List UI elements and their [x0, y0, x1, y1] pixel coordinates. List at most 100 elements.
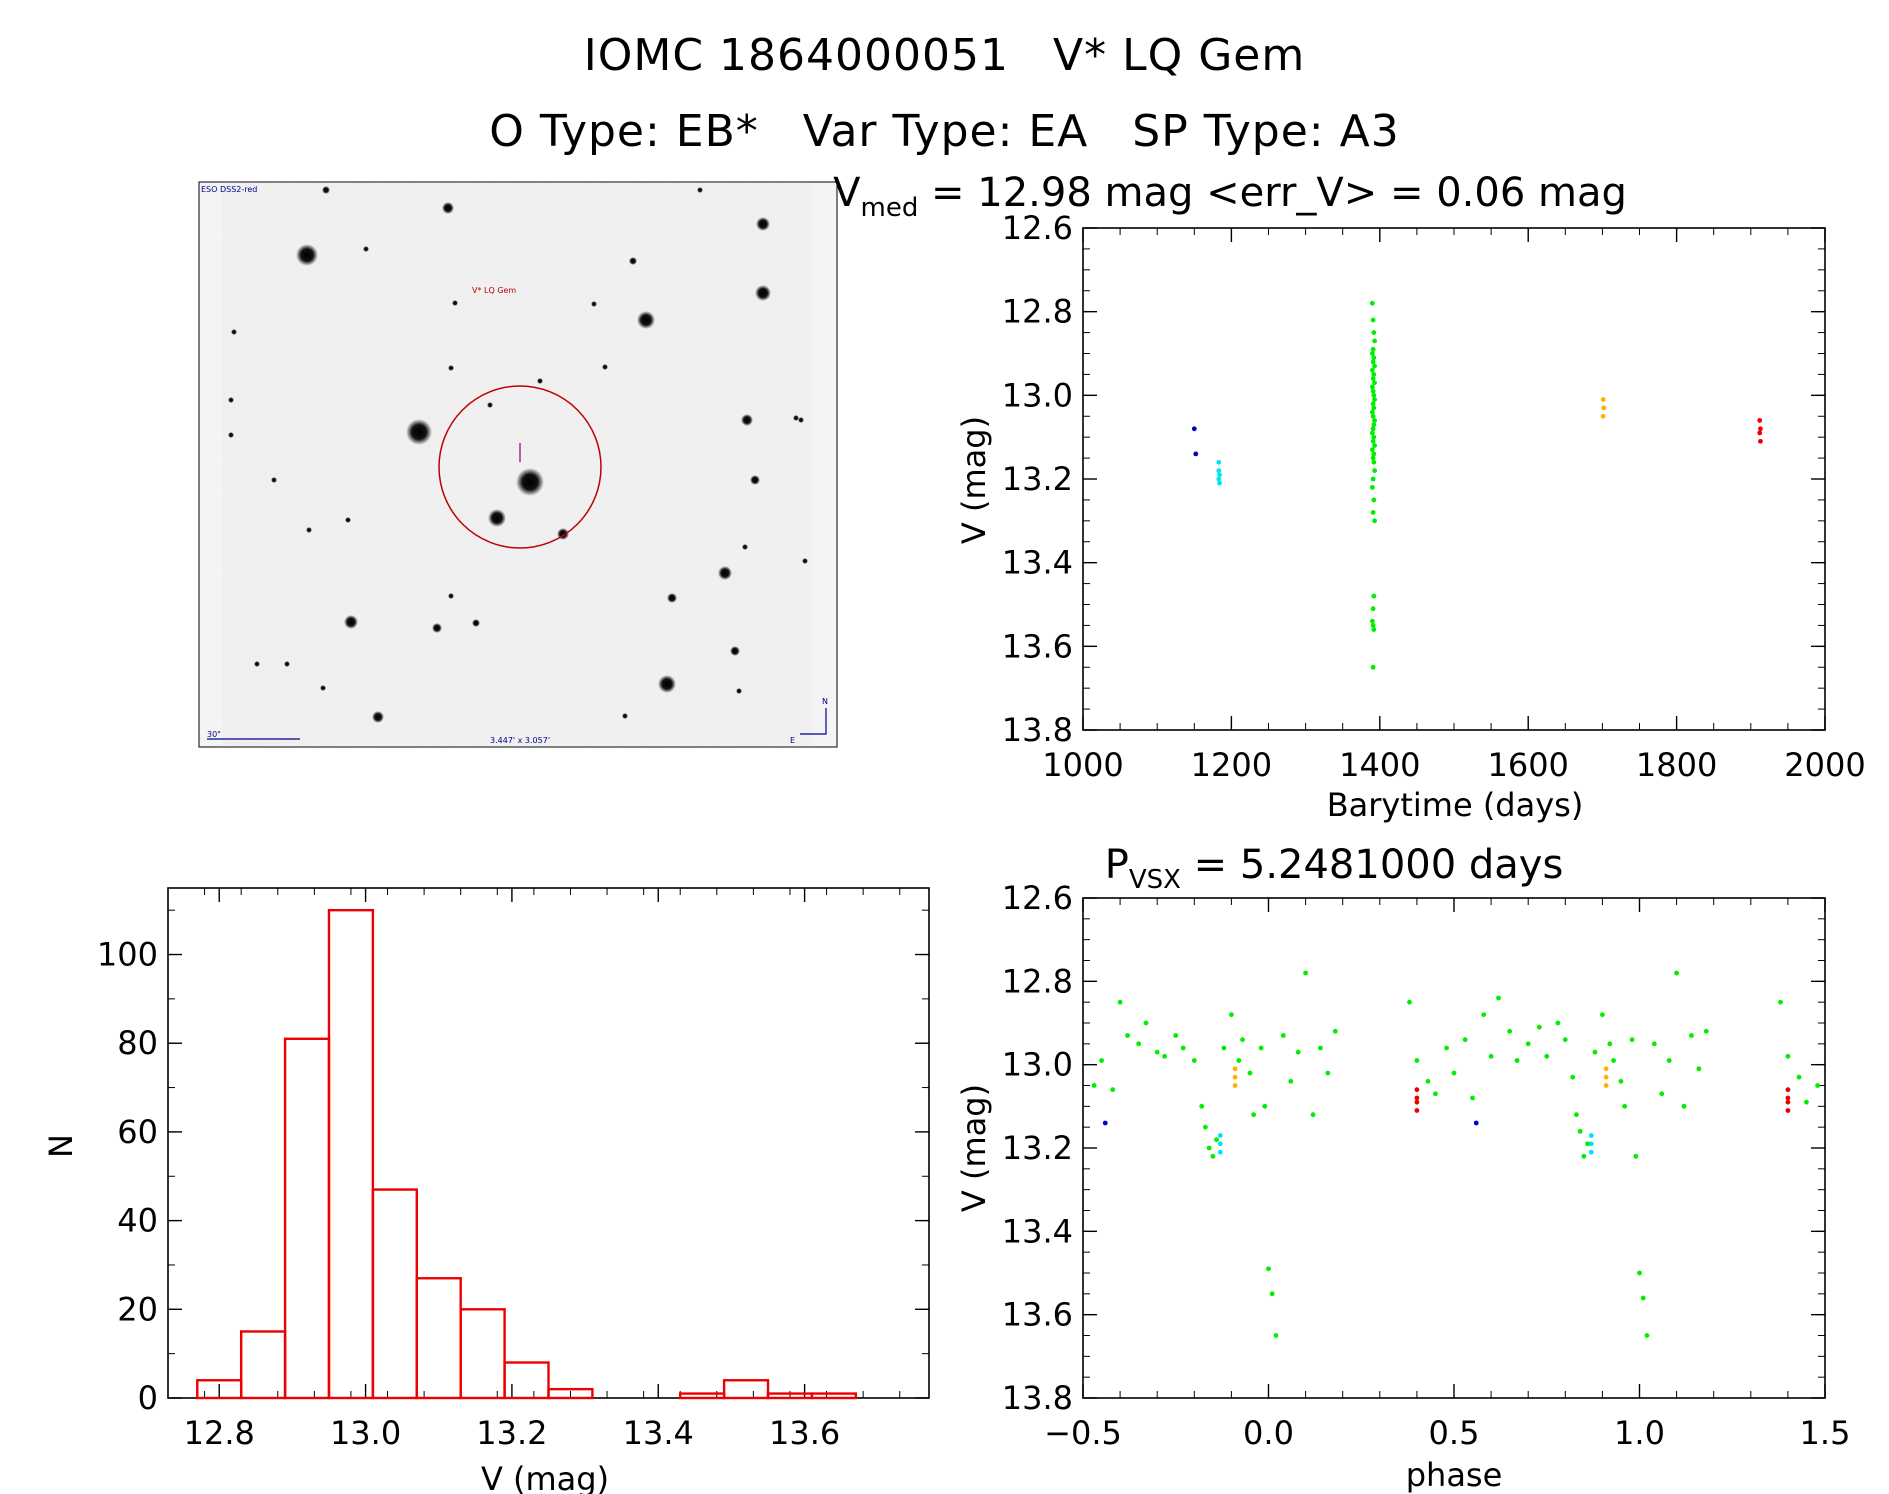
light-curve-plot: Vmed = 12.98 mag <err_V> = 0.06 mag 1000… [833, 170, 1866, 824]
light-curve-point-season3 [1370, 346, 1376, 352]
light-curve-point-season3 [1372, 397, 1378, 402]
phase-point-season5 [1785, 1087, 1791, 1093]
phase-point-season3 [1407, 999, 1412, 1005]
light-curve-ylabel: V (mag) [955, 416, 993, 544]
phase-point-season3 [1191, 1058, 1197, 1063]
light-curve-point-season3 [1371, 392, 1377, 398]
star-icon [228, 397, 234, 403]
light-curve-point-season4 [1600, 397, 1606, 402]
star-icon [798, 417, 804, 423]
phase-point-season3 [1295, 1049, 1301, 1055]
light-curve-point-season3 [1372, 418, 1378, 423]
phase-point-season3 [1633, 1153, 1639, 1159]
light-curve-point-season3 [1370, 510, 1376, 515]
phase-point-season3 [1143, 1020, 1149, 1026]
phase-point-season3 [1689, 1033, 1694, 1038]
phase-point-season3 [1332, 1028, 1338, 1034]
light-curve-point-season4 [1601, 405, 1607, 411]
star-icon [755, 285, 771, 301]
phase-point-season3 [1236, 1058, 1242, 1063]
phase-point-season3 [1815, 1083, 1820, 1088]
star-icon [602, 364, 608, 370]
light-curve-point-season3 [1369, 430, 1375, 436]
light-curve-point-season2 [1216, 476, 1222, 482]
star-icon [741, 414, 753, 426]
light-curve-point-season5 [1758, 426, 1763, 432]
light-curve-xtick-label: 1600 [1487, 746, 1568, 784]
object-title: IOMC 1864000051 V* LQ Gem [0, 30, 1889, 81]
target-label: V* LQ Gem [472, 286, 516, 295]
phase-point-season3 [1555, 1020, 1561, 1026]
star-icon [363, 246, 369, 252]
star-icon [488, 509, 506, 527]
light-curve-point-season3 [1369, 300, 1375, 306]
star-icon [697, 187, 703, 193]
star-icon [406, 419, 432, 445]
light-curve-point-season3 [1371, 355, 1377, 361]
light-curve-ytick-label: 13.8 [1002, 711, 1073, 749]
star-name: V* LQ Gem [1052, 30, 1306, 81]
phase-point-season4 [1603, 1083, 1609, 1088]
phase-point-season3 [1796, 1074, 1802, 1080]
light-curve-point-season3 [1371, 330, 1377, 335]
star-icon [472, 619, 480, 627]
phase-point-season3 [1206, 1145, 1212, 1151]
histogram-ytick-label: 40 [117, 1202, 158, 1240]
light-curve-point-season3 [1370, 359, 1376, 365]
target-circle [438, 385, 602, 549]
phase-point-season3 [1251, 1112, 1257, 1118]
light-curve-point-season1 [1193, 451, 1199, 457]
histogram-xtick-label: 13.2 [476, 1414, 547, 1452]
star-icon [344, 615, 358, 629]
star-icon [730, 646, 740, 656]
phase-point-season3 [1681, 1103, 1687, 1109]
phase-point-season3 [1173, 1033, 1179, 1038]
field-size-label: 3.447' x 3.057' [490, 736, 550, 745]
light-curve-point-season5 [1758, 438, 1763, 444]
phase-point-season3 [1451, 1070, 1457, 1076]
finder-chart: V* LQ Gem ESO DSS2-red 30" 3.447' x 3.05… [198, 181, 838, 748]
phase-point-season5 [1414, 1087, 1420, 1093]
histogram-ytick-label: 80 [117, 1024, 158, 1062]
phase-point-season3 [1577, 1128, 1583, 1134]
phase-point-season3 [1644, 1333, 1650, 1338]
light-curve-point-season5 [1757, 418, 1763, 423]
phase-ytick-label: 12.6 [1002, 879, 1073, 917]
phase-title: PVSX = 5.2481000 days [1105, 842, 1564, 895]
light-curve-point-season3 [1371, 434, 1377, 440]
star-icon [228, 432, 234, 438]
histogram-bar [503, 1361, 550, 1400]
phase-point-season3 [1280, 1033, 1286, 1038]
phase-point-season3 [1544, 1053, 1550, 1059]
star-icon [637, 311, 655, 329]
star-icon [452, 300, 458, 306]
phase-point-season3 [1703, 1028, 1709, 1034]
phase-point-season2 [1588, 1141, 1594, 1147]
phase-point-season3 [1258, 1045, 1264, 1051]
light-curve-point-season3 [1370, 476, 1376, 482]
phase-ytick-label: 13.2 [1002, 1129, 1073, 1167]
light-curve-point-season3 [1372, 468, 1378, 474]
light-curve-point-season2 [1217, 472, 1222, 478]
phase-point-season3 [1622, 1103, 1628, 1109]
light-curve-point-season3 [1371, 372, 1377, 377]
light-curve-ytick-label: 12.6 [1002, 209, 1073, 247]
phase-point-season3 [1592, 1049, 1598, 1055]
phase-point-season3 [1266, 1266, 1271, 1272]
object-id: IOMC 1864000051 [583, 30, 1009, 81]
light-curve-ytick-label: 12.8 [1002, 293, 1073, 331]
histogram-xtick-label: 13.6 [769, 1414, 840, 1452]
star-icon [756, 217, 770, 231]
light-curve-point-season3 [1370, 413, 1376, 419]
light-curve-point-season3 [1371, 422, 1377, 428]
star-icon [448, 365, 454, 371]
phase-point-season4 [1232, 1074, 1238, 1080]
phase-point-season3 [1162, 1053, 1168, 1059]
phase-point-season3 [1778, 999, 1783, 1005]
phase-point-season5 [1785, 1095, 1791, 1101]
phase-point-season5 [1785, 1108, 1791, 1113]
histogram-xtick-label: 12.8 [184, 1414, 255, 1452]
phase-point-season3 [1210, 1153, 1216, 1159]
histogram-axes: 12.8 13.0 13.2 13.4 13.6 0 20 40 60 80 100 [97, 888, 929, 1452]
light-curve-xtick-label: 1800 [1636, 746, 1717, 784]
